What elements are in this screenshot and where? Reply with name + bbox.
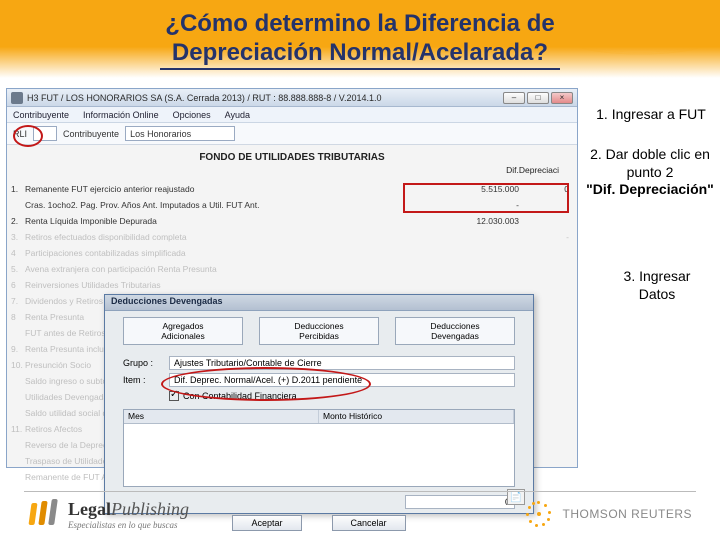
grupo-label: Grupo :	[123, 358, 169, 368]
tab-agregados[interactable]: Agregados Adicionales	[123, 317, 243, 345]
item-dep-value: -	[523, 232, 573, 242]
data-grid[interactable]: Mes Monto Histórico	[123, 409, 515, 487]
item-number: 2.	[11, 216, 25, 226]
item-number: 11.	[11, 424, 25, 434]
window-controls: – □ ×	[503, 92, 573, 104]
grid-col-monto: Monto Histórico	[319, 410, 514, 423]
item-label: Participaciones contabilizadas simplific…	[25, 248, 463, 258]
tab-deducciones-percibidas[interactable]: Deducciones Percibidas	[259, 317, 379, 345]
item-label: Cras. 1ocho2. Pag. Prov. Años Ant. Imput…	[25, 200, 463, 210]
item-number: 10.	[11, 360, 25, 370]
item-number: 8	[11, 312, 25, 322]
item-label: Reinversiones Utilidades Tributarias	[25, 280, 463, 290]
item-number: 9.	[11, 344, 25, 354]
title-line2: Depreciación Normal/Acelarada?	[172, 39, 548, 66]
title-line1: ¿Cómo determino la Diferencia de	[165, 10, 554, 37]
col-header-dep: Dif.Depreciaci	[506, 165, 559, 175]
thomsonreuters-logo: THOMSON REUTERS	[524, 499, 692, 529]
annotation-step3: 3. Ingresar Datos	[602, 268, 712, 303]
list-item[interactable]: 3.Retiros efectuados disponibilidad comp…	[11, 229, 573, 245]
item-label: Remanente FUT ejercicio anterior reajust…	[25, 184, 463, 194]
item-number: 5.	[11, 264, 25, 274]
item-label: Renta Líquida Imponible Depurada	[25, 216, 463, 226]
item-number: 7.	[11, 296, 25, 306]
tab-deducciones-devengadas[interactable]: Deducciones Devengadas	[395, 317, 515, 345]
step1-marker-oval	[13, 125, 43, 147]
grid-header: Mes Monto Histórico	[124, 410, 514, 424]
minimize-button[interactable]: –	[503, 92, 525, 104]
list-item[interactable]: 2.Renta Líquida Imponible Depurada12.030…	[11, 213, 573, 229]
annotation-step2: 2. Dar doble clic en punto 2 "Dif. Depre…	[582, 146, 718, 199]
item-number: 1.	[11, 184, 25, 194]
app-icon	[11, 92, 23, 104]
item-number: 3.	[11, 232, 25, 242]
slide-header: ¿Cómo determino la Diferencia de Depreci…	[0, 0, 720, 78]
list-item[interactable]: 5.Avena extranjera con participación Ren…	[11, 261, 573, 277]
menu-contribuyente[interactable]: Contribuyente	[13, 110, 69, 120]
step3-marker-oval	[161, 367, 371, 401]
contribuyente-label: Contribuyente	[63, 129, 119, 139]
step2-marker-box	[403, 183, 569, 213]
list-item[interactable]: 6Reinversiones Utilidades Tributarias	[11, 277, 573, 293]
popup-tab-row: Agregados Adicionales Deducciones Percib…	[105, 311, 533, 351]
menubar: Contribuyente Información Online Opcione…	[7, 107, 577, 123]
menu-ayuda[interactable]: Ayuda	[225, 110, 250, 120]
annotation-step1: 1. Ingresar a FUT	[588, 106, 714, 124]
lp-logo-mark	[28, 499, 62, 529]
list-item[interactable]: 4Participaciones contabilizadas simplifi…	[11, 245, 573, 261]
slide-title: ¿Cómo determino la Diferencia de Depreci…	[165, 10, 554, 68]
section-title: FONDO DE UTILIDADES TRIBUTARIAS	[7, 149, 577, 166]
maximize-button[interactable]: □	[527, 92, 549, 104]
item-value: 12.030.003	[463, 216, 523, 226]
deducciones-popup: Deducciones Devengadas Agregados Adicion…	[104, 294, 534, 514]
tr-logo-text: THOMSON REUTERS	[562, 507, 692, 521]
close-button[interactable]: ×	[551, 92, 573, 104]
contribuyente-combo[interactable]: Los Honorarios	[125, 126, 235, 141]
grid-col-mes: Mes	[124, 410, 319, 423]
item-label: Avena extranjera con participación Renta…	[25, 264, 463, 274]
footer-divider	[24, 491, 696, 492]
window-title-text: H3 FUT / LOS HONORARIOS SA (S.A. Cerrada…	[27, 93, 382, 103]
title-underline	[160, 68, 560, 70]
toolbar: RLI Contribuyente Los Honorarios	[7, 123, 577, 145]
item-number: 4	[11, 248, 25, 258]
popup-titlebar: Deducciones Devengadas	[105, 295, 533, 311]
window-titlebar: H3 FUT / LOS HONORARIOS SA (S.A. Cerrada…	[7, 89, 577, 107]
item-number: 6	[11, 280, 25, 290]
menu-info-online[interactable]: Información Online	[83, 110, 159, 120]
legalpublishing-logo: LegalPublishing Especialistas en lo que …	[28, 499, 189, 530]
tr-logo-mark	[524, 499, 554, 529]
footer: LegalPublishing Especialistas en lo que …	[0, 494, 720, 534]
menu-opciones[interactable]: Opciones	[173, 110, 211, 120]
item-label: Retiros efectuados disponibilidad comple…	[25, 232, 463, 242]
content-area: H3 FUT / LOS HONORARIOS SA (S.A. Cerrada…	[0, 78, 720, 540]
